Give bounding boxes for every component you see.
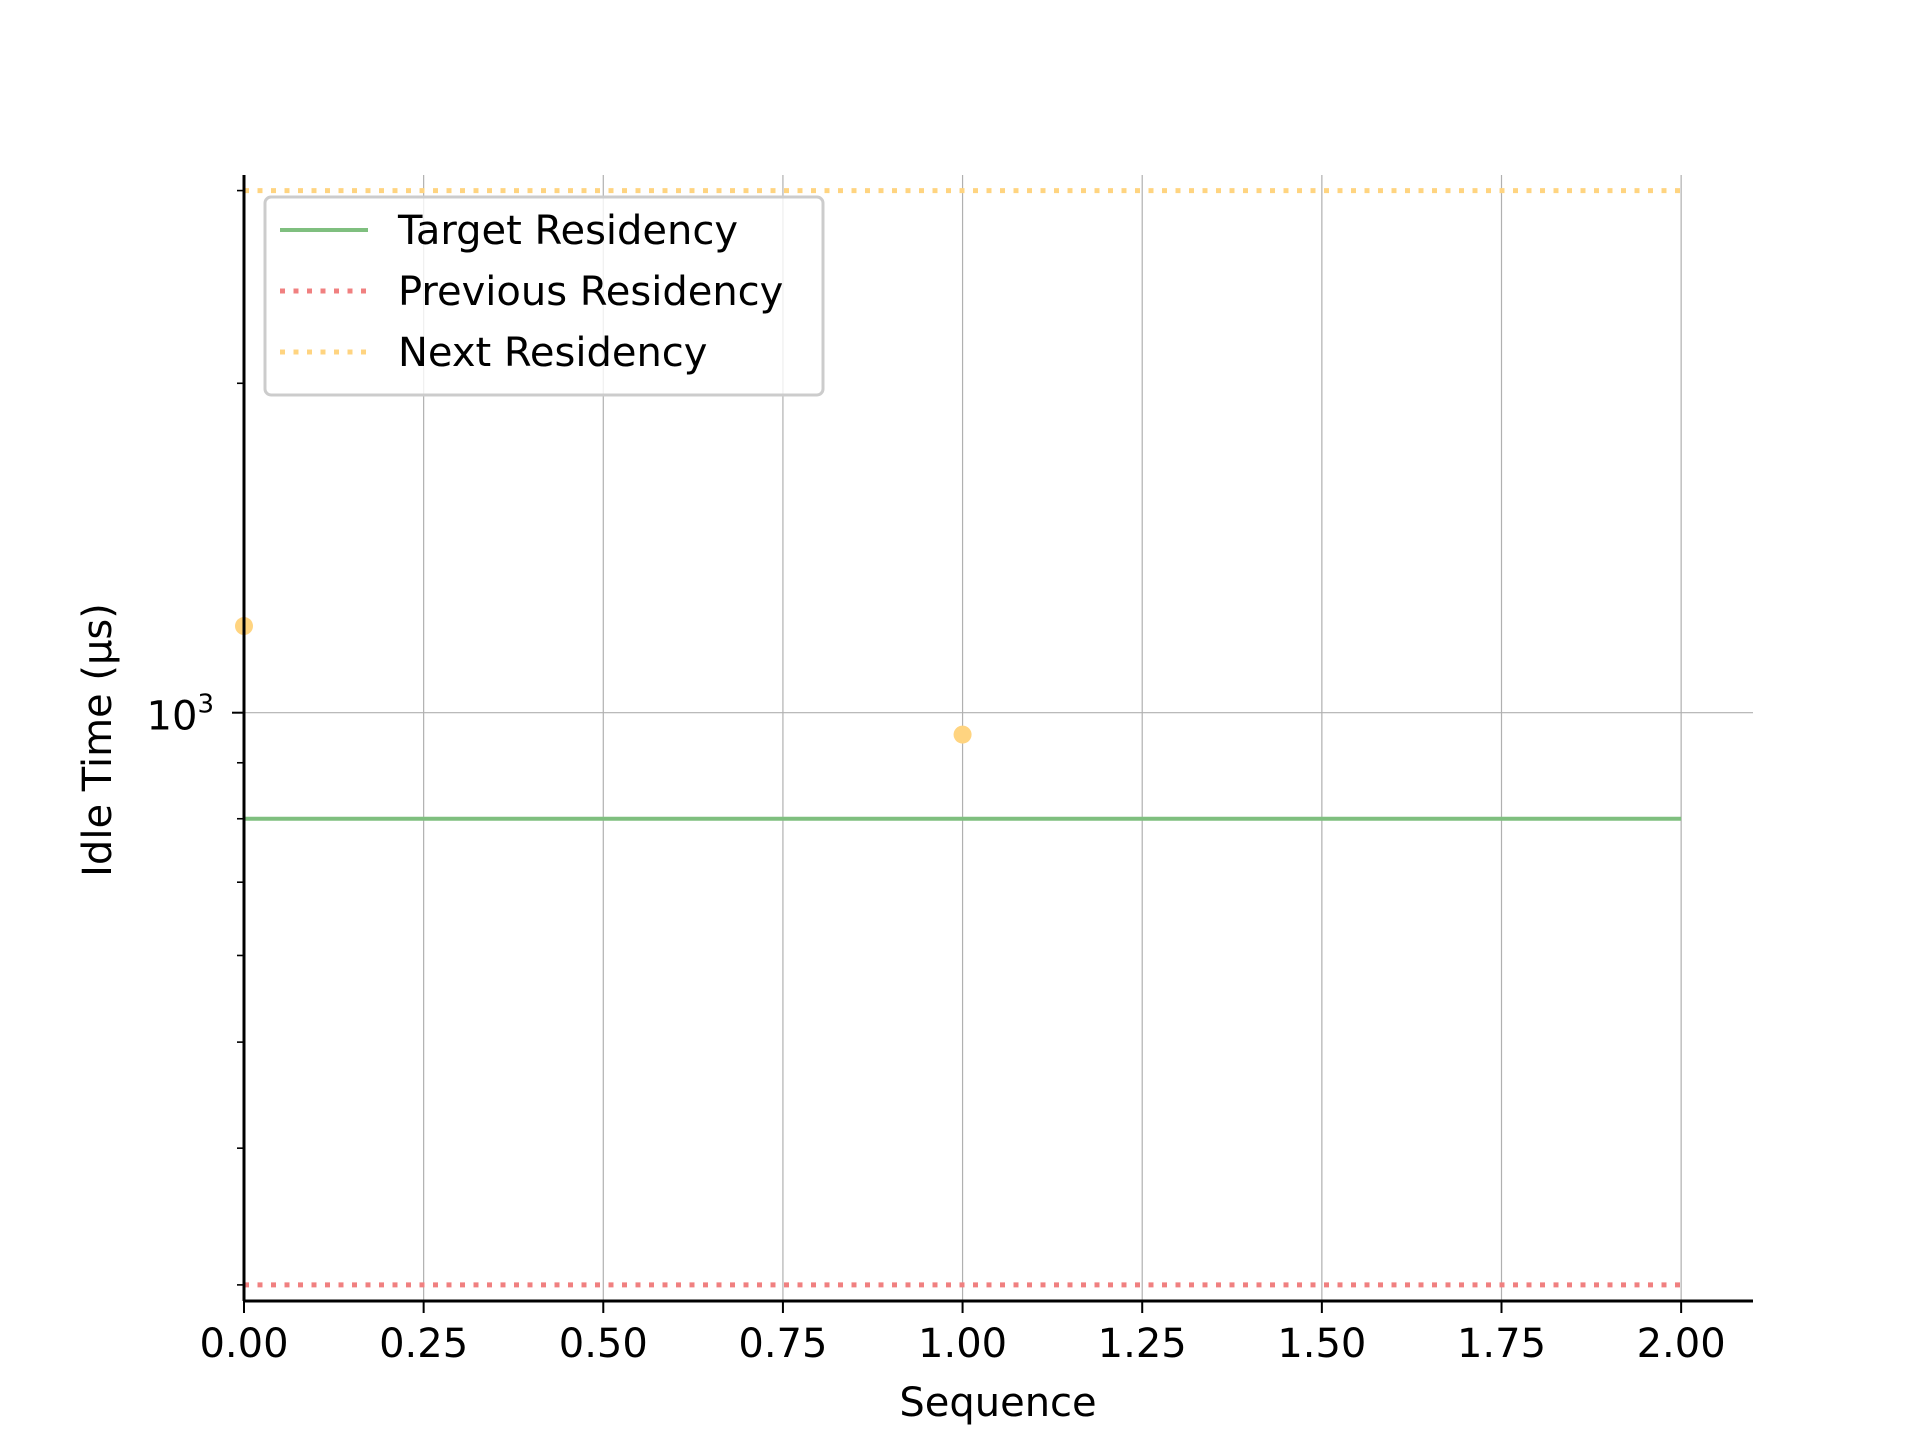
y-tick-label-major: 103 <box>147 689 214 740</box>
y-axis-label: Idle Time (µs) <box>75 603 121 877</box>
x-tick-label: 2.00 <box>1637 1321 1726 1367</box>
x-tick-label: 0.50 <box>559 1321 648 1367</box>
y-ticks: 103 <box>147 189 244 1286</box>
x-tick-label: 1.00 <box>918 1321 1007 1367</box>
legend-label: Target Residency <box>397 208 738 254</box>
legend-label: Previous Residency <box>398 269 783 315</box>
y-tick-exponent: 3 <box>197 689 214 719</box>
data-point <box>953 725 972 744</box>
legend-box <box>263 195 825 397</box>
series-lines <box>244 188 1682 1288</box>
x-tick-label: 0.00 <box>199 1321 288 1367</box>
legend-label: Next Residency <box>398 330 707 376</box>
x-tick-label: 0.75 <box>738 1321 827 1367</box>
y-tick-base: 10 <box>147 694 198 740</box>
x-tick-label: 1.25 <box>1098 1321 1187 1367</box>
x-ticks: 0.00 0.25 0.50 0.75 1.00 1.25 1.50 1.75 2.00 <box>199 1301 1726 1367</box>
x-axis-label: Sequence <box>899 1380 1096 1426</box>
x-tick-label: 1.75 <box>1457 1321 1546 1367</box>
x-tick-label: 1.50 <box>1277 1321 1366 1367</box>
legend: Target Residency Previous Residency Next R… <box>263 195 825 397</box>
x-tick-label: 0.25 <box>379 1321 468 1367</box>
